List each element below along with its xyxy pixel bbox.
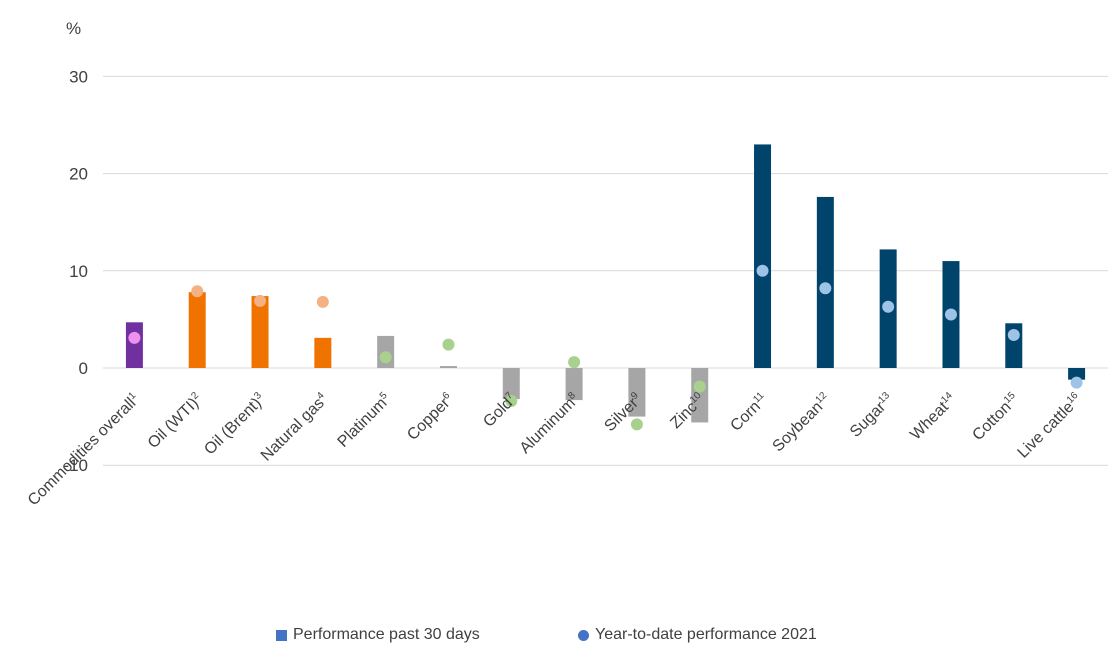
y-axis-unit-label: % xyxy=(66,19,81,38)
dot xyxy=(191,285,204,298)
bar xyxy=(754,144,772,368)
bar xyxy=(314,337,332,368)
category-label: Sugar13 xyxy=(846,390,897,441)
dot xyxy=(505,395,518,408)
category-label: Copper6 xyxy=(404,390,458,444)
category-label: Wheat14 xyxy=(906,390,960,444)
bar xyxy=(188,292,206,368)
dot xyxy=(128,331,141,344)
category-label: Live cattle16 xyxy=(1014,390,1086,462)
bar xyxy=(691,368,709,423)
bar xyxy=(502,368,520,400)
bar xyxy=(125,322,143,368)
legend-dot-icon xyxy=(578,629,589,641)
category-label: Cotton15 xyxy=(969,390,1023,444)
y-tick-label: 0 xyxy=(79,359,88,378)
dot xyxy=(630,418,643,431)
bar xyxy=(251,296,269,368)
dot xyxy=(819,282,832,295)
dot xyxy=(1070,376,1083,389)
legend-label-year-to-date: Year-to-date performance 2021 xyxy=(595,626,817,643)
dot xyxy=(568,356,581,369)
dots-year-to-date xyxy=(128,264,1083,431)
dot xyxy=(442,338,455,351)
legend-item-year-to-date: Year-to-date performance 2021 xyxy=(578,626,817,644)
category-label: Oil (Brent)3 xyxy=(201,390,270,459)
x-axis-categories: Commodities overall1 Oil (WTI)2 Oil (Brent… xyxy=(24,390,1086,509)
category-label: Corn11 xyxy=(727,390,772,435)
dot xyxy=(756,264,769,277)
dot xyxy=(316,295,329,308)
y-tick-label: 30 xyxy=(69,67,88,86)
dot xyxy=(379,351,392,364)
bar xyxy=(1068,368,1086,380)
category-label: Platinum5 xyxy=(334,390,395,451)
legend-square-icon xyxy=(276,629,287,641)
y-tick-label: -10 xyxy=(63,456,88,475)
dot xyxy=(882,300,895,313)
category-label: Soybean12 xyxy=(769,390,835,456)
dot xyxy=(944,308,957,321)
legend-label-past-30-days: Performance past 30 days xyxy=(293,626,480,643)
y-tick-label: 20 xyxy=(69,165,88,184)
bar xyxy=(628,368,646,417)
y-axis-ticks: -10 0 10 20 30 xyxy=(63,67,88,475)
category-label: Natural gas4 xyxy=(257,390,332,465)
category-label: Commodities overall1 xyxy=(24,390,143,509)
legend-item-past-30-days: Performance past 30 days xyxy=(276,626,480,644)
y-tick-label: 10 xyxy=(69,262,88,281)
dot xyxy=(693,380,706,393)
bar xyxy=(565,368,583,401)
category-label: Oil (WTI)2 xyxy=(144,390,206,452)
gridlines xyxy=(103,75,1108,466)
dot xyxy=(1007,328,1020,341)
category-label: Aluminum8 xyxy=(516,390,583,457)
dot xyxy=(254,294,267,307)
bar xyxy=(439,366,457,368)
bars-past-30-days xyxy=(125,144,1086,423)
